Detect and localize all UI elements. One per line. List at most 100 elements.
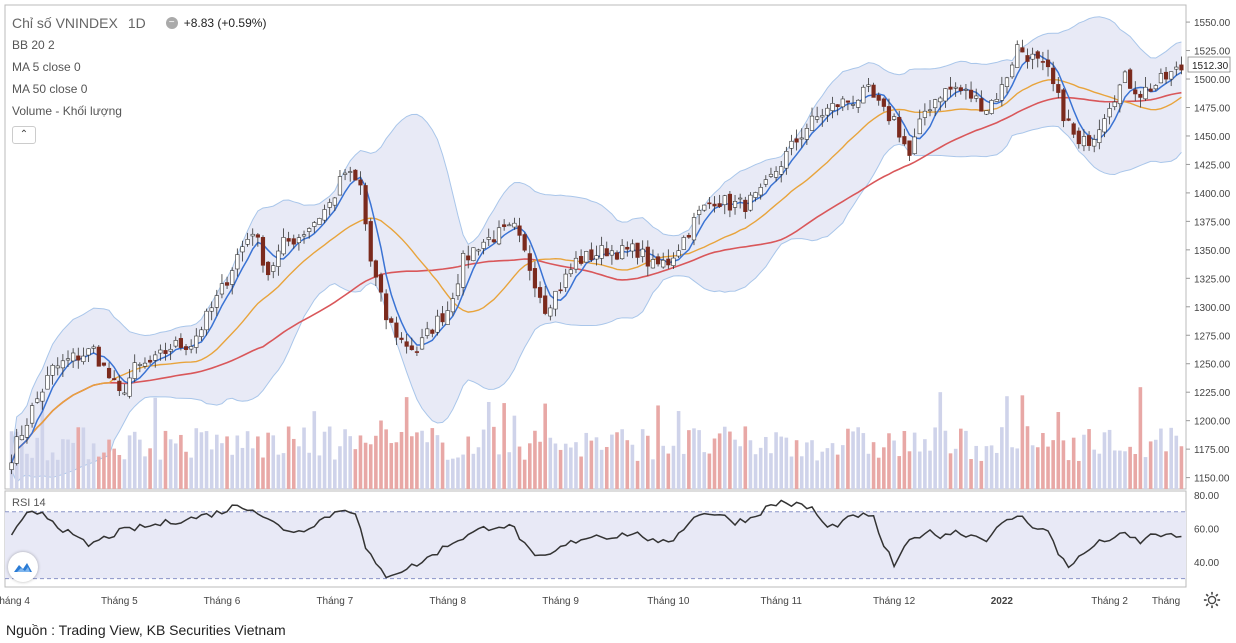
source-note: Nguồn : Trading View, KB Securities Viet… (6, 622, 286, 638)
x-tick-label: Tháng 4 (0, 596, 30, 607)
volume-bar (1102, 432, 1107, 489)
volume-bar (1128, 446, 1132, 489)
volume-bar (404, 397, 409, 489)
candle-body (35, 398, 40, 403)
minus-icon: − (165, 17, 178, 29)
volume-bar (435, 435, 440, 489)
candle-body (240, 246, 245, 253)
last-price-box (1187, 56, 1231, 73)
price-tick-label: 1550.00 (1194, 18, 1231, 29)
volume-bar (620, 429, 624, 489)
candlestick-chart[interactable]: RSI 14 1150.00 1175.00 1200.00 1225.00 1250.… (0, 0, 1236, 620)
candle-body (466, 255, 471, 261)
candle-body (440, 313, 445, 323)
candle-body (353, 169, 358, 181)
candle-body (532, 268, 538, 289)
candle-body (958, 87, 963, 91)
volume-bar (220, 443, 224, 489)
candle-body (558, 289, 563, 292)
timeframe-label[interactable]: 1D (127, 15, 146, 31)
candle-body (245, 239, 250, 245)
volume-bar (984, 446, 989, 489)
candle-body (650, 259, 656, 269)
volume-bar (851, 431, 855, 489)
candle-body (1153, 85, 1158, 90)
indicator-bb[interactable]: BB 20 2 (12, 38, 55, 52)
candle-body (1179, 64, 1184, 71)
collapse-legend-button[interactable]: ⌃ (12, 126, 36, 144)
volume-bar (569, 447, 573, 489)
volume-bar (876, 457, 881, 489)
volume-bar (615, 432, 619, 489)
candle-body (163, 350, 168, 354)
volume-bar (1097, 453, 1102, 489)
candle-body (1169, 71, 1174, 80)
volume-bar (892, 440, 896, 489)
candle-body (389, 318, 394, 323)
candle-body (158, 349, 163, 354)
candle-body (65, 358, 71, 361)
volume-bar (30, 457, 34, 489)
volume-bar (846, 428, 850, 489)
candle-body (512, 222, 517, 228)
indicator-ma50[interactable]: MA 50 close 0 (12, 82, 88, 96)
volume-bar (394, 442, 399, 489)
candle-body (322, 209, 327, 221)
candle-body (1097, 129, 1102, 143)
volume-bar (204, 431, 209, 489)
candle-body (142, 362, 148, 367)
candle-body (394, 322, 399, 338)
volume-bar (579, 456, 583, 489)
candle-body (404, 341, 409, 347)
symbol-name[interactable]: Chỉ số VNINDEX (12, 15, 118, 31)
candle-body (589, 249, 594, 261)
volume-bar (297, 446, 301, 489)
volume-bar (466, 436, 471, 489)
volume-bar (722, 426, 727, 489)
candle-body (1138, 93, 1143, 98)
volume-bar (512, 415, 517, 489)
volume-bar (456, 457, 460, 489)
candle-body (127, 377, 132, 397)
candle-body (861, 86, 866, 104)
candle-body (1174, 66, 1179, 70)
price-tick-label: 1450.00 (1194, 132, 1231, 143)
volume-bar (1169, 427, 1173, 489)
candle-body (671, 257, 676, 266)
candle-body (296, 237, 301, 244)
volume-bar (281, 453, 286, 489)
candle-body (681, 237, 686, 250)
x-tick-label: Tháng 5 (101, 596, 138, 607)
indicator-ma5[interactable]: MA 5 close 0 (12, 60, 81, 74)
gear-icon[interactable] (1203, 591, 1221, 609)
volume-bar (291, 438, 296, 489)
indicator-volume[interactable]: Volume - Khối lượng (12, 104, 122, 118)
volume-bar (1123, 451, 1127, 489)
volume-bar (76, 427, 81, 489)
price-tick-label: 1200.00 (1194, 417, 1231, 428)
rsi-label: RSI 14 (12, 497, 46, 509)
volume-bar (50, 452, 55, 489)
candle-body (481, 241, 486, 249)
volume-bar (538, 441, 542, 489)
candle-body (989, 100, 994, 114)
volume-bar (712, 438, 717, 489)
volume-bar (420, 430, 424, 489)
volume-bar (117, 454, 122, 489)
volume-bar (964, 430, 968, 489)
volume-bar (368, 444, 373, 489)
candle-body (1020, 47, 1025, 53)
candle-body (974, 95, 979, 99)
volume-bar (476, 447, 481, 489)
volume-bar (461, 454, 465, 489)
candle-body (984, 110, 989, 115)
candle-body (743, 199, 748, 212)
candle-body (620, 245, 625, 260)
volume-bar (1118, 450, 1122, 489)
volume-bar (681, 453, 686, 489)
rsi-tick-label: 60.00 (1194, 524, 1219, 535)
volume-bar (625, 440, 630, 489)
candle-body (71, 352, 76, 362)
tradingview-logo-icon[interactable] (8, 552, 38, 582)
price-tick-label: 1400.00 (1194, 189, 1231, 200)
